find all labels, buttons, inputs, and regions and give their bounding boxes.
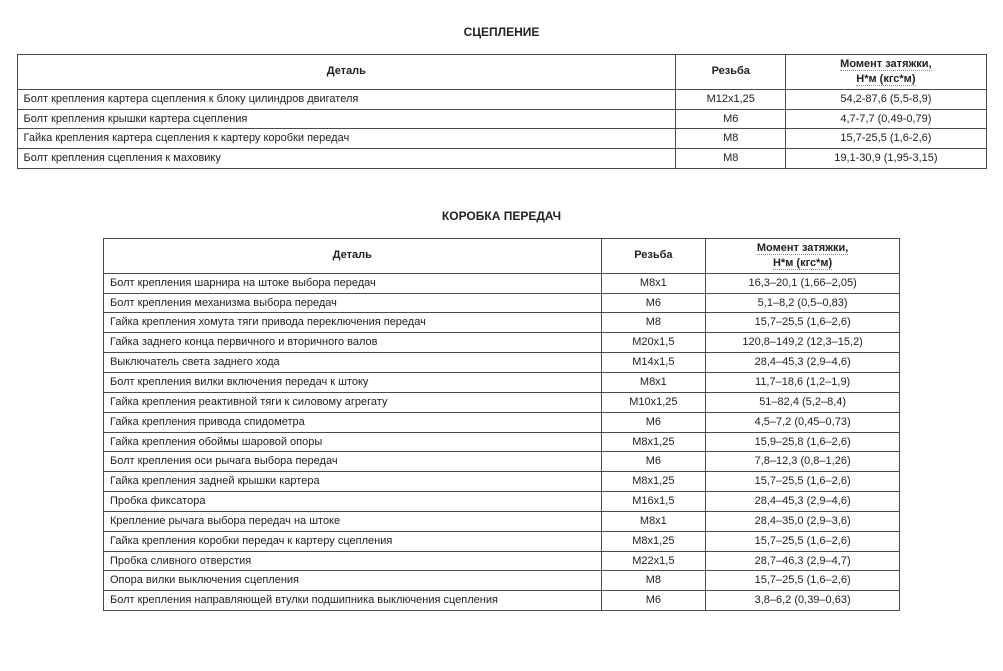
cell-torque: 51–82,4 (5,2–8,4) <box>706 392 900 412</box>
header-thread: Резьба <box>676 55 786 90</box>
cell-torque: 28,4–35,0 (2,9–3,6) <box>706 511 900 531</box>
cell-part: Крепление рычага выбора передач на штоке <box>104 511 602 531</box>
cell-torque: 7,8–12,3 (0,8–1,26) <box>706 452 900 472</box>
table-row: Болт крепления шарнира на штоке выбора п… <box>104 273 900 293</box>
table-row: Болт крепления крышки картера сцепленияМ… <box>17 109 986 129</box>
cell-part: Болт крепления механизма выбора передач <box>104 293 602 313</box>
table-row: Гайка крепления картера сцепления к карт… <box>17 129 986 149</box>
table-row: Болт крепления вилки включения передач к… <box>104 372 900 392</box>
cell-torque: 54,2-87,6 (5,5-8,9) <box>786 89 986 109</box>
torque-table: ДетальРезьбаМомент затяжки,Н*м (кгс*м) Бо… <box>103 238 900 611</box>
cell-part: Гайка крепления задней крышки картера <box>104 472 602 492</box>
cell-thread: М6 <box>601 293 706 313</box>
cell-thread: М20х1,5 <box>601 333 706 353</box>
table-row: Пробка фиксатораМ16х1,528,4–45,3 (2,9–4,… <box>104 492 900 512</box>
cell-part: Пробка сливного отверстия <box>104 551 602 571</box>
cell-torque: 28,4–45,3 (2,9–4,6) <box>706 492 900 512</box>
cell-torque: 15,7–25,5 (1,6–2,6) <box>706 531 900 551</box>
table-row: Болт крепления картера сцепления к блоку… <box>17 89 986 109</box>
cell-part: Болт крепления картера сцепления к блоку… <box>17 89 676 109</box>
cell-part: Пробка фиксатора <box>104 492 602 512</box>
table-row: Гайка крепления задней крышки картераМ8х… <box>104 472 900 492</box>
cell-thread: М8 <box>601 313 706 333</box>
cell-thread: М10х1,25 <box>601 392 706 412</box>
cell-part: Гайка крепления реактивной тяги к силово… <box>104 392 602 412</box>
table-row: Болт крепления сцепления к маховикуМ819,… <box>17 149 986 169</box>
cell-torque: 3,8–6,2 (0,39–0,63) <box>706 591 900 611</box>
cell-part: Гайка крепления хомута тяги привода пере… <box>104 313 602 333</box>
table-row: Выключатель света заднего ходаМ14х1,528,… <box>104 353 900 373</box>
cell-thread: М8х1,25 <box>601 432 706 452</box>
cell-torque: 15,7-25,5 (1,6-2,6) <box>786 129 986 149</box>
table-row: Гайка крепления обоймы шаровой опорыМ8х1… <box>104 432 900 452</box>
cell-thread: М6 <box>601 412 706 432</box>
cell-thread: М14х1,5 <box>601 353 706 373</box>
header-part: Деталь <box>104 239 602 274</box>
cell-part: Выключатель света заднего хода <box>104 353 602 373</box>
cell-thread: М8х1 <box>601 273 706 293</box>
page-content: СЦЕПЛЕНИЕДетальРезьбаМомент затяжки,Н*м … <box>15 25 988 611</box>
header-part: Деталь <box>17 55 676 90</box>
cell-part: Болт крепления вилки включения передач к… <box>104 372 602 392</box>
cell-part: Болт крепления шарнира на штоке выбора п… <box>104 273 602 293</box>
cell-torque: 15,7–25,5 (1,6–2,6) <box>706 313 900 333</box>
table-row: Болт крепления направляющей втулки подши… <box>104 591 900 611</box>
torque-table: ДетальРезьбаМомент затяжки,Н*м (кгс*м) Бо… <box>17 54 987 169</box>
cell-part: Гайка крепления привода спидометра <box>104 412 602 432</box>
cell-part: Гайка заднего конца первичного и вторичн… <box>104 333 602 353</box>
cell-torque: 28,7–46,3 (2,9–4,7) <box>706 551 900 571</box>
cell-thread: М8 <box>601 571 706 591</box>
table-row: Гайка крепления реактивной тяги к силово… <box>104 392 900 412</box>
table-row: Болт крепления механизма выбора передачМ… <box>104 293 900 313</box>
table-row: Болт крепления оси рычага выбора передач… <box>104 452 900 472</box>
cell-torque: 11,7–18,6 (1,2–1,9) <box>706 372 900 392</box>
cell-torque: 4,7-7,7 (0,49-0,79) <box>786 109 986 129</box>
section-title: КОРОБКА ПЕРЕДАЧ <box>15 209 988 223</box>
header-torque: Момент затяжки,Н*м (кгс*м) <box>786 55 986 90</box>
cell-part: Болт крепления крышки картера сцепления <box>17 109 676 129</box>
cell-part: Болт крепления оси рычага выбора передач <box>104 452 602 472</box>
cell-thread: М8х1,25 <box>601 472 706 492</box>
cell-thread: М6 <box>676 109 786 129</box>
cell-part: Гайка крепления картера сцепления к карт… <box>17 129 676 149</box>
cell-part: Болт крепления направляющей втулки подши… <box>104 591 602 611</box>
cell-thread: М8х1 <box>601 372 706 392</box>
cell-torque: 15,9–25,8 (1,6–2,6) <box>706 432 900 452</box>
section-title: СЦЕПЛЕНИЕ <box>15 25 988 39</box>
table-row: Гайка крепления коробки передач к картер… <box>104 531 900 551</box>
table-row: Пробка сливного отверстияМ22х1,528,7–46,… <box>104 551 900 571</box>
cell-thread: М12х1,25 <box>676 89 786 109</box>
cell-thread: М6 <box>601 591 706 611</box>
cell-part: Опора вилки выключения сцепления <box>104 571 602 591</box>
cell-torque: 15,7–25,5 (1,6–2,6) <box>706 571 900 591</box>
cell-part: Болт крепления сцепления к маховику <box>17 149 676 169</box>
cell-thread: М16х1,5 <box>601 492 706 512</box>
cell-torque: 5,1–8,2 (0,5–0,83) <box>706 293 900 313</box>
cell-thread: М6 <box>601 452 706 472</box>
header-torque: Момент затяжки,Н*м (кгс*м) <box>706 239 900 274</box>
table-row: Опора вилки выключения сцепленияМ815,7–2… <box>104 571 900 591</box>
header-thread: Резьба <box>601 239 706 274</box>
table-row: Гайка заднего конца первичного и вторичн… <box>104 333 900 353</box>
table-row: Крепление рычага выбора передач на штоке… <box>104 511 900 531</box>
cell-part: Гайка крепления коробки передач к картер… <box>104 531 602 551</box>
cell-thread: М8х1,25 <box>601 531 706 551</box>
table-row: Гайка крепления хомута тяги привода пере… <box>104 313 900 333</box>
cell-torque: 19,1-30,9 (1,95-3,15) <box>786 149 986 169</box>
cell-torque: 4,5–7,2 (0,45–0,73) <box>706 412 900 432</box>
table-row: Гайка крепления привода спидометраМ64,5–… <box>104 412 900 432</box>
cell-torque: 15,7–25,5 (1,6–2,6) <box>706 472 900 492</box>
cell-part: Гайка крепления обоймы шаровой опоры <box>104 432 602 452</box>
cell-thread: М8 <box>676 149 786 169</box>
cell-thread: М8 <box>676 129 786 149</box>
cell-torque: 16,3–20,1 (1,66–2,05) <box>706 273 900 293</box>
cell-torque: 120,8–149,2 (12,3–15,2) <box>706 333 900 353</box>
cell-thread: М8х1 <box>601 511 706 531</box>
cell-torque: 28,4–45,3 (2,9–4,6) <box>706 353 900 373</box>
cell-thread: М22х1,5 <box>601 551 706 571</box>
